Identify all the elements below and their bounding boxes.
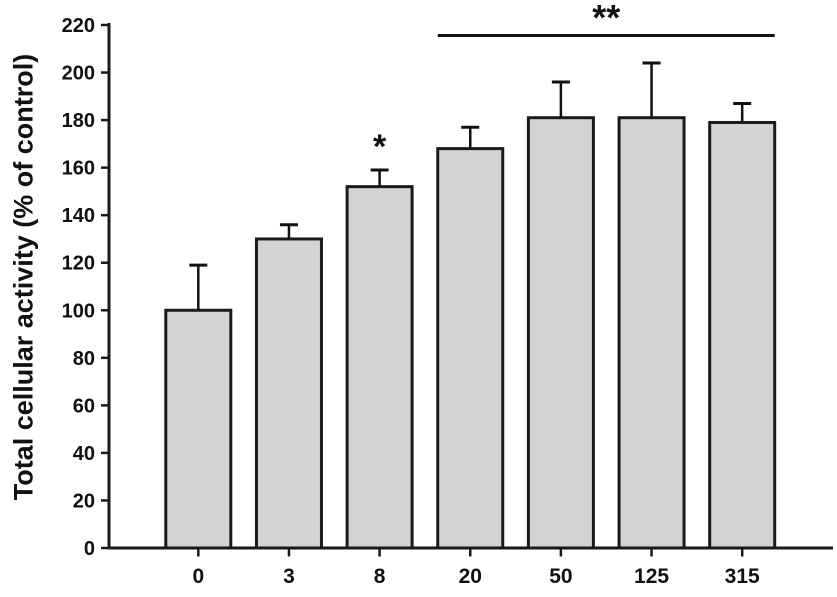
x-tick-label: 125 — [634, 565, 669, 588]
x-tick-label: 8 — [374, 565, 386, 588]
y-tick-label: 20 — [73, 490, 95, 512]
bar — [164, 308, 233, 550]
y-tick-label: 40 — [73, 443, 95, 465]
bar — [345, 185, 414, 550]
bar — [254, 237, 323, 550]
y-tick-label: 200 — [62, 63, 95, 85]
x-tick-label: 315 — [725, 565, 760, 588]
x-tick-label: 0 — [192, 565, 204, 588]
y-tick-label: 180 — [62, 110, 95, 132]
y-tick-label: 80 — [73, 348, 95, 370]
y-tick-label: 100 — [62, 300, 95, 322]
bar — [617, 116, 686, 550]
y-tick-label: 140 — [62, 205, 95, 227]
x-tick-label: 20 — [459, 565, 482, 588]
y-tick-label: 160 — [62, 158, 95, 180]
y-axis-title: Total cellular activity (% of control) — [8, 53, 39, 501]
bar — [526, 116, 595, 550]
x-tick-label: 3 — [283, 565, 295, 588]
significance-star: * — [373, 128, 387, 166]
x-tick-label: 50 — [549, 565, 572, 588]
y-tick-label: 220 — [62, 15, 95, 37]
bar — [708, 120, 777, 550]
y-tick-label: 0 — [84, 538, 95, 560]
y-tick-label: 60 — [73, 395, 95, 417]
y-tick-label: 120 — [62, 253, 95, 275]
significance-bracket-stars: ** — [592, 0, 620, 38]
bar — [436, 147, 505, 550]
